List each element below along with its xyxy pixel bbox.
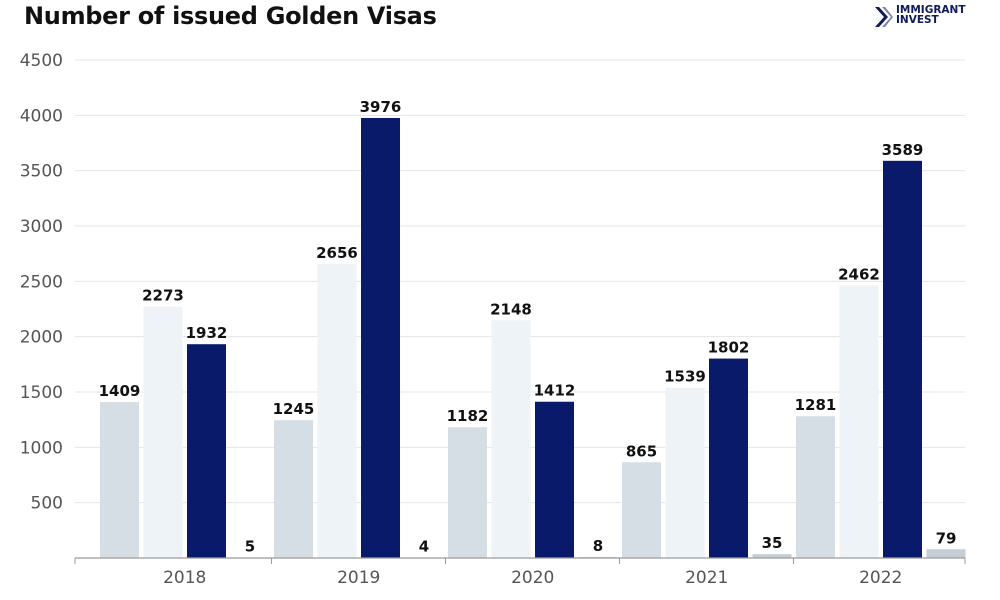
chart-title: Number of issued Golden Visas bbox=[24, 2, 437, 30]
data-label: 1409 bbox=[99, 382, 141, 400]
bar bbox=[361, 117, 400, 559]
y-tick-label: 1000 bbox=[20, 438, 63, 458]
logo-chevron-icon bbox=[875, 7, 893, 27]
bar bbox=[926, 549, 966, 558]
data-label: 2656 bbox=[316, 244, 358, 262]
bar bbox=[535, 401, 574, 558]
bar bbox=[752, 554, 792, 558]
y-tick-label: 3000 bbox=[20, 217, 63, 237]
data-label: 1245 bbox=[273, 400, 315, 418]
data-label: 1539 bbox=[664, 368, 706, 386]
bar bbox=[839, 285, 879, 558]
data-label: 35 bbox=[762, 534, 783, 552]
data-label: 1932 bbox=[186, 324, 228, 342]
logo-text-line1: IMMIGRANT bbox=[896, 4, 966, 16]
y-tick-label: 1500 bbox=[20, 383, 63, 403]
bar bbox=[274, 420, 313, 558]
bar bbox=[491, 320, 531, 558]
data-label: 1802 bbox=[708, 339, 750, 357]
y-tick-label: 3500 bbox=[20, 162, 63, 182]
y-tick-label: 2000 bbox=[20, 328, 63, 348]
data-label: 8 bbox=[593, 537, 603, 555]
bar bbox=[143, 306, 183, 558]
data-label: 3976 bbox=[360, 98, 402, 116]
x-tick-label: 2022 bbox=[859, 568, 902, 588]
logo-text-line2: INVEST bbox=[896, 14, 939, 26]
y-tick-label: 2500 bbox=[20, 272, 63, 292]
data-label: 3589 bbox=[882, 141, 924, 159]
bar bbox=[100, 402, 139, 558]
data-label: 4 bbox=[419, 538, 429, 556]
bar bbox=[665, 387, 705, 558]
brand-logo: IMMIGRANT INVEST bbox=[873, 5, 966, 28]
y-tick-label: 4500 bbox=[20, 51, 63, 71]
bar bbox=[317, 264, 357, 558]
x-tick-label: 2018 bbox=[163, 568, 206, 588]
data-label: 79 bbox=[936, 529, 957, 547]
bar bbox=[883, 160, 922, 559]
x-tick-label: 2019 bbox=[337, 568, 380, 588]
bar bbox=[187, 344, 226, 558]
data-label: 1281 bbox=[795, 396, 837, 414]
data-label: 5 bbox=[245, 537, 255, 555]
data-label: 2148 bbox=[490, 300, 532, 318]
data-label: 1182 bbox=[447, 407, 489, 425]
bar bbox=[796, 416, 835, 558]
data-label: 2273 bbox=[142, 286, 184, 304]
bar bbox=[622, 462, 661, 558]
y-tick-label: 4000 bbox=[20, 106, 63, 126]
y-tick-label: 500 bbox=[31, 494, 63, 514]
data-label: 1412 bbox=[534, 382, 576, 400]
data-label: 2462 bbox=[838, 266, 880, 284]
bar bbox=[709, 358, 748, 558]
x-tick-label: 2021 bbox=[685, 568, 728, 588]
x-tick-label: 2020 bbox=[511, 568, 554, 588]
bar bbox=[448, 427, 487, 558]
data-label: 865 bbox=[626, 442, 657, 460]
